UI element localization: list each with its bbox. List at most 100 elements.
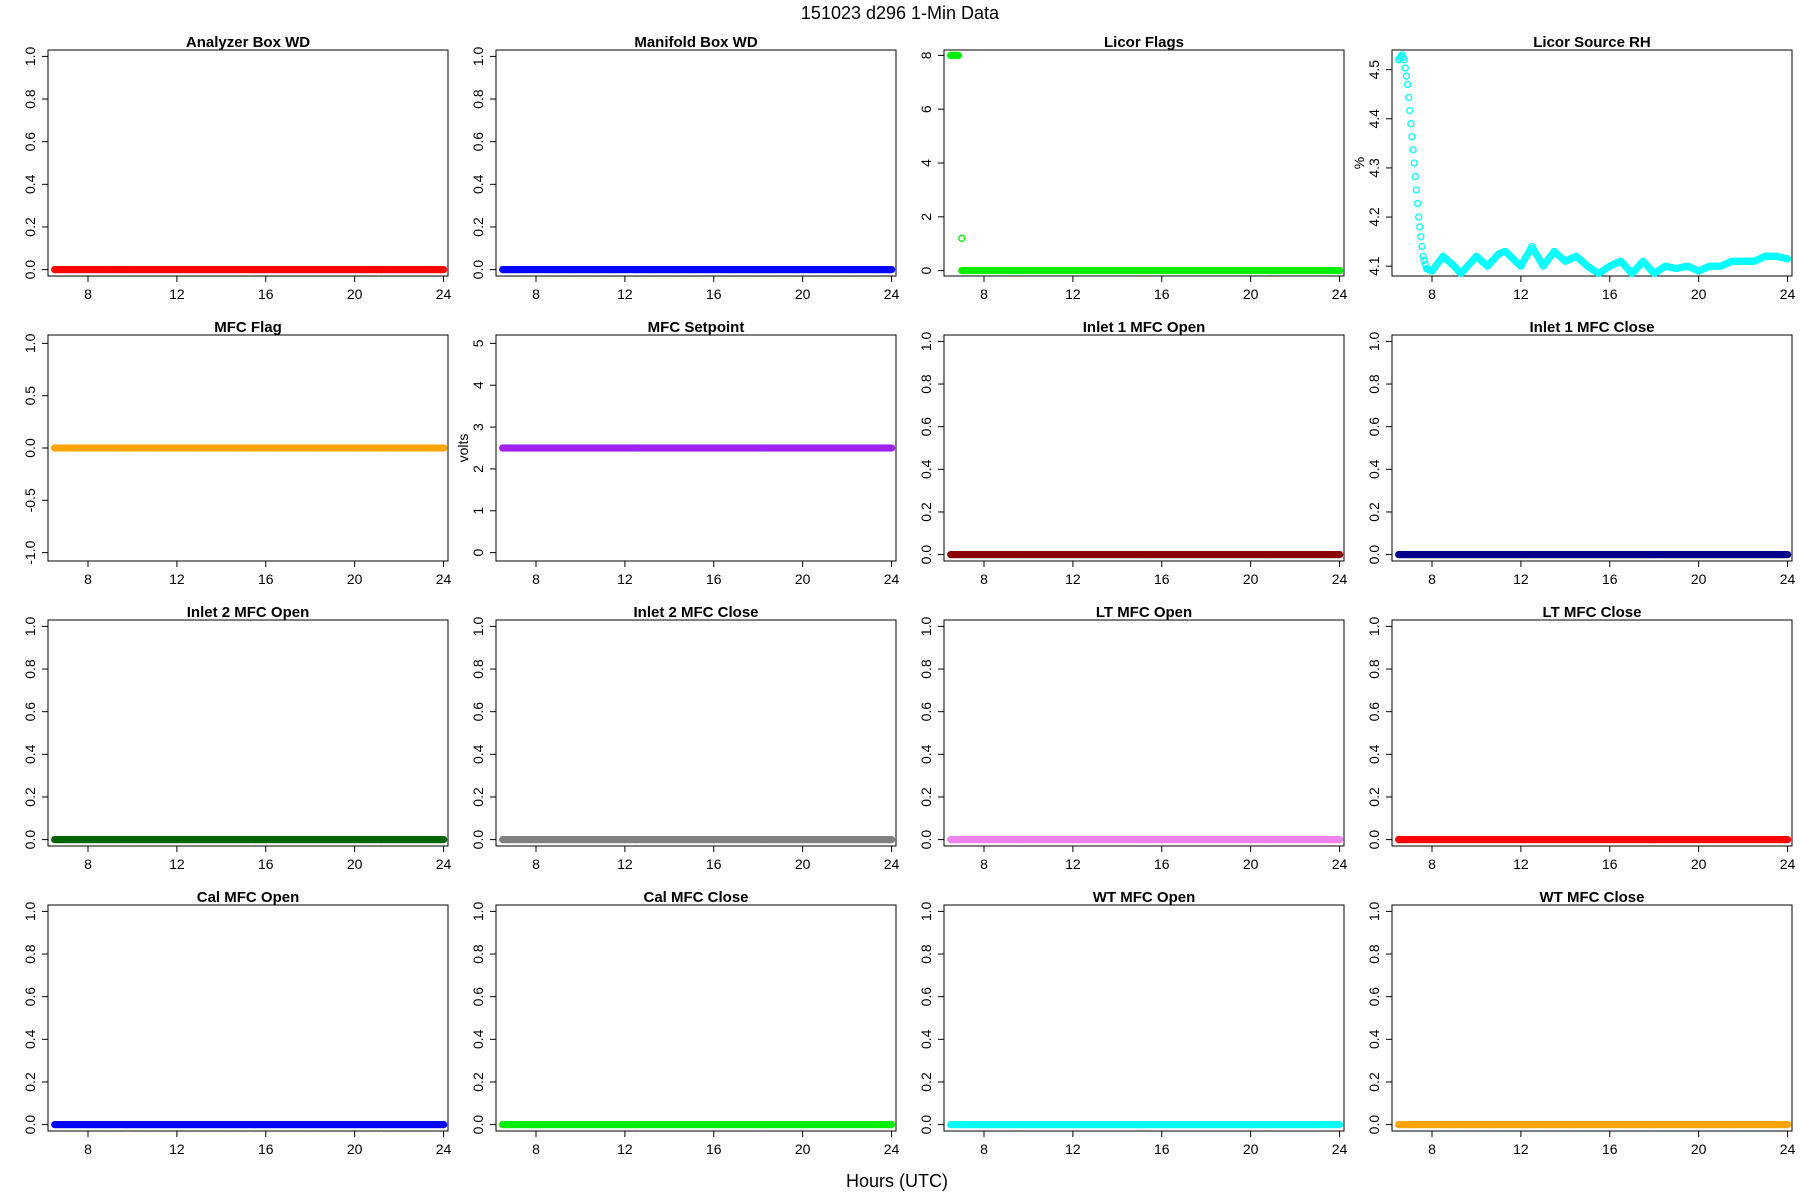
- plot-frame: [495, 49, 897, 277]
- y-tick-label: 0.4: [470, 174, 486, 194]
- y-tick-label: 0.6: [1366, 702, 1382, 722]
- x-tick-label: 12: [169, 856, 185, 872]
- x-tick-label: 16: [1154, 286, 1170, 302]
- x-tick-label: 12: [169, 286, 185, 302]
- y-tick-label: 0.2: [22, 217, 38, 237]
- y-tick-label: 0.8: [470, 659, 486, 679]
- y-tick-label: 0: [918, 267, 934, 275]
- x-tick-label: 20: [1243, 286, 1259, 302]
- data-point: [1419, 252, 1427, 260]
- x-tick-label: 12: [617, 286, 633, 302]
- x-tick-label: 24: [436, 571, 452, 587]
- x-tick-label: 20: [347, 856, 363, 872]
- data-point: [887, 265, 896, 274]
- plot-frame: [47, 904, 449, 1132]
- data-series: [51, 265, 448, 274]
- y-tick-label: 0.4: [918, 459, 934, 479]
- y-tick-label: 1.0: [918, 331, 934, 351]
- y-tick-label: 0.6: [918, 702, 934, 722]
- panel-manifold-box-wd: Manifold Box WD8 12 16 20 240.00.20.40.60.81…: [470, 34, 900, 302]
- y-tick-label: 1.0: [22, 616, 38, 636]
- x-tick-label: 20: [347, 571, 363, 587]
- x-tick-label: 24: [884, 571, 900, 587]
- y-tick-label: 0.4: [1366, 744, 1382, 764]
- data-point: [1400, 56, 1408, 64]
- data-series: [947, 51, 1344, 275]
- x-tick-label: 12: [617, 1141, 633, 1157]
- y-tick-label: 0.4: [22, 744, 38, 764]
- y-tick-label: -1.0: [22, 540, 38, 564]
- y-tick-label: 1.0: [1366, 616, 1382, 636]
- data-point: [1417, 233, 1425, 241]
- y-tick-label: 0.4: [1366, 459, 1382, 479]
- y-tick-label: 0.0: [22, 260, 38, 280]
- y-tick-label: 1.0: [918, 616, 934, 636]
- x-tick-label: 8: [980, 571, 988, 587]
- panel-title: Inlet 1 MFC Close: [1529, 319, 1654, 336]
- data-point: [1411, 172, 1419, 181]
- data-point: [439, 444, 448, 452]
- y-tick-label: 0.8: [470, 944, 486, 964]
- panel-analyzer-box-wd: Analyzer Box WD8 12 16 20 240.00.20.40.60.81…: [22, 34, 452, 302]
- x-tick-label: 24: [436, 856, 452, 872]
- panel-title: Analyzer Box WD: [186, 34, 310, 51]
- data-series: [51, 835, 448, 844]
- plot-frame: [495, 619, 897, 847]
- y-tick-label: 3: [470, 423, 486, 431]
- y-tick-label: 4.1: [1366, 256, 1382, 276]
- data-point: [1401, 64, 1409, 72]
- y-tick-label: 0.2: [918, 787, 934, 807]
- panel-title: Cal MFC Open: [197, 889, 300, 906]
- y-tick-label: 0.2: [1366, 787, 1382, 807]
- x-tick-label: 12: [1065, 286, 1081, 302]
- plot-frame: [47, 49, 449, 277]
- x-tick-label: 16: [1602, 856, 1618, 872]
- y-tick-label: 6: [918, 105, 934, 113]
- y-tick-label: 8: [918, 51, 934, 59]
- y-tick-label: 0.6: [22, 987, 38, 1007]
- x-tick-label: 16: [258, 286, 274, 302]
- y-axis-label: %: [1351, 157, 1367, 169]
- data-series: [1395, 550, 1792, 559]
- panel-title: LT MFC Open: [1096, 604, 1192, 621]
- data-series: [1395, 51, 1792, 278]
- y-tick-label: 0.6: [470, 987, 486, 1007]
- data-point: [1406, 106, 1414, 115]
- x-tick-label: 20: [1691, 286, 1707, 302]
- data-series: [947, 835, 1344, 844]
- x-tick-label: 24: [1332, 571, 1348, 587]
- x-tick-label: 24: [884, 1141, 900, 1157]
- y-tick-label: 0.4: [22, 1029, 38, 1049]
- y-tick-label: 0.2: [22, 1072, 38, 1092]
- y-tick-label: 0.2: [470, 217, 486, 237]
- x-tick-label: 16: [706, 856, 722, 872]
- panel-title: Inlet 2 MFC Open: [187, 604, 310, 621]
- y-tick-label: 0.0: [470, 830, 486, 850]
- data-point: [1410, 159, 1418, 167]
- y-tick-label: -0.5: [22, 488, 38, 512]
- x-tick-label: 8: [1428, 286, 1436, 302]
- y-tick-label: 0.6: [1366, 417, 1382, 437]
- x-tick-label: 24: [1332, 286, 1348, 302]
- x-tick-label: 8: [1428, 571, 1436, 587]
- x-tick-label: 24: [1780, 856, 1796, 872]
- y-tick-label: 0.0: [22, 1115, 38, 1135]
- y-tick-label: 2: [470, 465, 486, 473]
- y-axis-label: volts: [455, 434, 471, 463]
- panel-title: Inlet 2 MFC Close: [633, 604, 758, 621]
- data-series: [499, 1120, 896, 1129]
- x-tick-label: 16: [258, 1141, 274, 1157]
- x-tick-label: 8: [532, 571, 540, 587]
- x-tick-label: 12: [1513, 286, 1529, 302]
- x-tick-label: 8: [84, 286, 92, 302]
- x-tick-label: 24: [1332, 856, 1348, 872]
- x-tick-label: 16: [258, 571, 274, 587]
- data-point: [1409, 146, 1417, 154]
- x-tick-label: 16: [258, 856, 274, 872]
